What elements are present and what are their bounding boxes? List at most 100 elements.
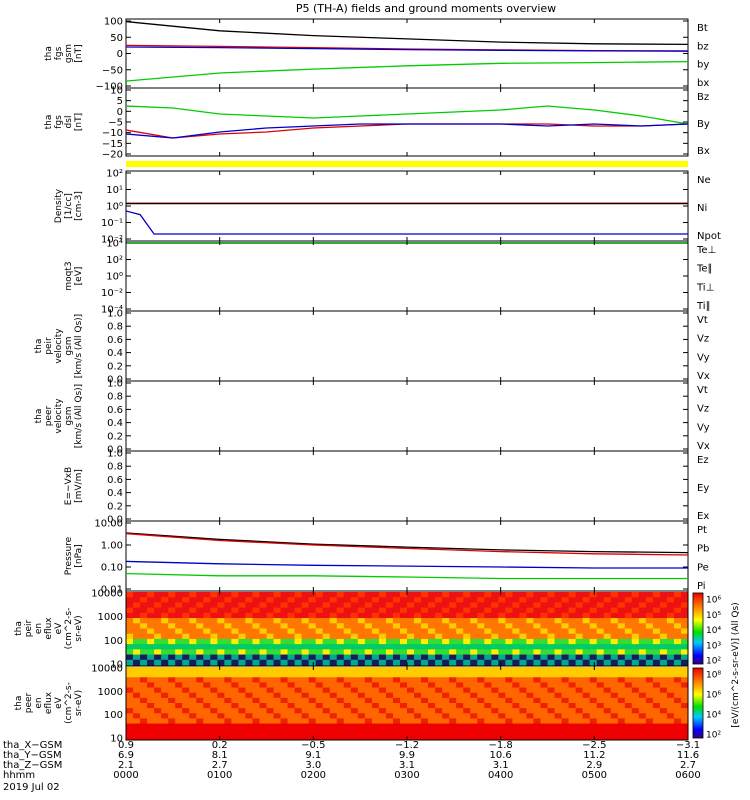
spectrogram-cell <box>435 623 443 629</box>
spectrogram-cell <box>652 612 661 619</box>
spectrogram-cell <box>336 723 345 730</box>
spectrogram-cell <box>645 654 654 661</box>
spectrogram-cell <box>238 687 246 694</box>
spectrogram-cell <box>652 654 661 661</box>
spectrogram-cell <box>540 687 549 694</box>
spectrogram-cell <box>189 644 197 650</box>
spectrogram-cell <box>378 654 387 661</box>
spectrogram-cell <box>617 602 626 609</box>
spectrogram-cell <box>315 644 324 650</box>
spectrogram-cell <box>287 733 296 740</box>
spectrogram-cell <box>343 638 352 645</box>
spectrogram-cell <box>238 677 246 683</box>
spectrogram-cell <box>484 597 492 603</box>
spectrogram-cell <box>673 618 682 624</box>
xaxis-value: 2.7 <box>212 760 228 771</box>
spectrogram-cell <box>126 633 134 640</box>
spectrogram-cell <box>378 667 387 673</box>
spectrogram-cell <box>428 644 436 650</box>
spectrogram-cell <box>540 633 549 640</box>
spectrogram-cell <box>217 618 225 624</box>
spectrogram-cell <box>343 612 352 619</box>
spectrogram-cell <box>519 638 527 645</box>
spectrogram-cell <box>428 692 436 699</box>
spectrogram-cell <box>568 703 577 709</box>
spectrogram-cell <box>421 667 429 673</box>
spectrogram-cell <box>350 597 359 603</box>
spectrogram-cell <box>442 638 450 645</box>
spectrogram-cell <box>589 644 598 650</box>
spectrogram-cell <box>505 687 513 694</box>
spectrogram-cell <box>659 703 668 709</box>
spectrogram-cell <box>322 723 331 730</box>
spectrogram-cell <box>582 672 591 678</box>
spectrogram-cell <box>512 654 520 661</box>
spectrogram-cell <box>652 723 661 730</box>
spectrogram-cell <box>610 628 619 635</box>
spectrogram-cell <box>336 628 345 635</box>
spectrogram-cell <box>273 718 282 725</box>
spectrogram-cell <box>245 628 253 635</box>
spectrogram-cell <box>259 667 268 673</box>
spectrogram-cell <box>210 638 218 645</box>
spectrogram-cell <box>456 703 464 709</box>
spectrogram-cell <box>407 633 415 640</box>
spectrogram-cell <box>442 687 450 694</box>
spectrogram-cell <box>175 728 183 735</box>
xaxis-value: 0600 <box>675 770 700 781</box>
spectrogram-cell <box>673 612 682 619</box>
spectrogram-cell <box>224 697 232 704</box>
spectrogram-cell <box>378 692 387 699</box>
spectrogram-cell <box>371 612 380 619</box>
yaxis-title-line: peir <box>44 337 54 355</box>
spectrogram-cell <box>224 718 232 725</box>
ytick-label: 0.10 <box>101 563 123 574</box>
spectrogram-cell <box>273 733 282 740</box>
spectrogram-cell <box>484 723 492 730</box>
spectrogram-cell <box>596 728 605 735</box>
spectrogram-cell <box>399 667 408 673</box>
spectrogram-cell <box>561 733 570 740</box>
spectrogram-cell <box>385 682 394 689</box>
spectrogram-cell <box>631 633 640 640</box>
spectrogram-cell <box>526 602 534 609</box>
xaxis-value: 0500 <box>582 770 607 781</box>
spectrogram-cell <box>673 728 682 735</box>
spectrogram-cell <box>210 628 218 635</box>
spectrogram-cell <box>392 654 401 661</box>
spectrogram-cell <box>533 597 541 603</box>
spectrogram-cell <box>168 697 176 704</box>
spectrogram-cell <box>364 592 373 598</box>
legend-vz: Vz <box>697 404 709 415</box>
spectrogram-cell <box>575 618 584 624</box>
spectrogram-cell <box>477 697 485 704</box>
spectrogram-cell <box>182 644 190 650</box>
spectrogram-cell <box>512 687 520 694</box>
spectrogram-cell <box>280 677 289 683</box>
spectrogram-cell <box>147 597 155 603</box>
spectrogram-cell <box>378 697 387 704</box>
spectrogram-cell <box>161 682 169 689</box>
spectrogram-cell <box>175 654 183 661</box>
spectrogram-cell <box>322 733 331 740</box>
spectrogram-cell <box>273 682 282 689</box>
spectrogram-cell <box>659 597 668 603</box>
spectrogram-cell <box>673 692 682 699</box>
spectrogram-cell <box>140 628 148 635</box>
spectrogram-cell <box>287 602 296 609</box>
spectrogram-cell <box>364 659 373 666</box>
spectrogram-cell <box>126 708 134 714</box>
spectrogram-cell <box>238 667 246 673</box>
spectrogram-cell <box>659 697 668 704</box>
spectrogram-cell <box>505 623 513 629</box>
spectrogram-cell <box>610 612 619 619</box>
spectrogram-cell <box>603 597 612 603</box>
spectrogram-cell <box>217 607 225 614</box>
spectrogram-cell <box>329 612 338 619</box>
spectrogram-cell <box>336 672 345 678</box>
spectrogram-cell <box>168 644 176 650</box>
spectrogram-cell <box>161 654 169 661</box>
spectrogram-cell <box>224 638 232 645</box>
spectrogram-cell <box>477 677 485 683</box>
spectrogram-cell <box>273 697 282 704</box>
